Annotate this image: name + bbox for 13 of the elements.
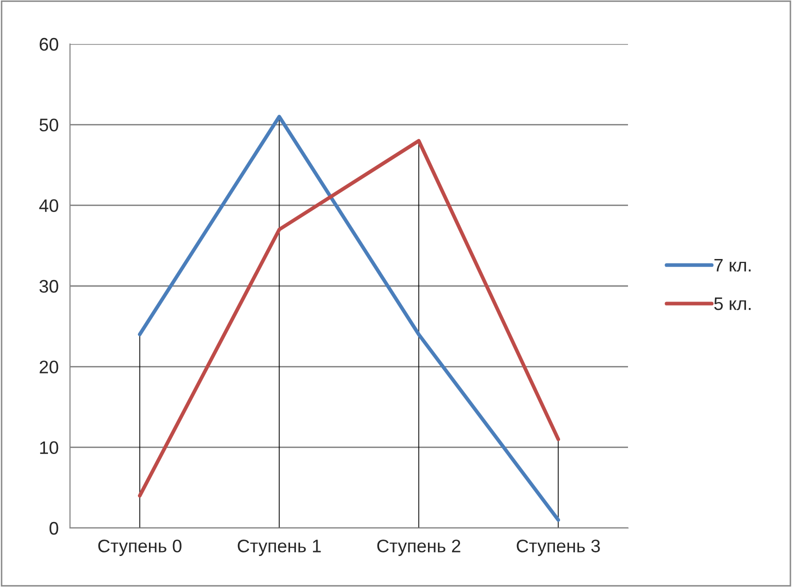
x-tick-label: Ступень 2: [377, 540, 460, 556]
y-tick-label: 10: [40, 441, 58, 454]
x-tick-label: Ступень 3: [516, 540, 600, 556]
x-tick-label: Ступень 1: [238, 540, 321, 556]
y-tick-label: 0: [50, 522, 58, 535]
x-tick-label: Ступень 0: [98, 540, 182, 556]
legend-label: 7 кл.: [714, 259, 751, 272]
legend-label: 5 кл.: [714, 297, 751, 310]
y-tick-label: 50: [40, 118, 58, 132]
y-tick-label: 20: [40, 360, 58, 374]
y-tick-label: 30: [39, 280, 58, 293]
y-tick-label: 40: [39, 199, 58, 212]
y-tick-label: 60: [40, 38, 58, 51]
